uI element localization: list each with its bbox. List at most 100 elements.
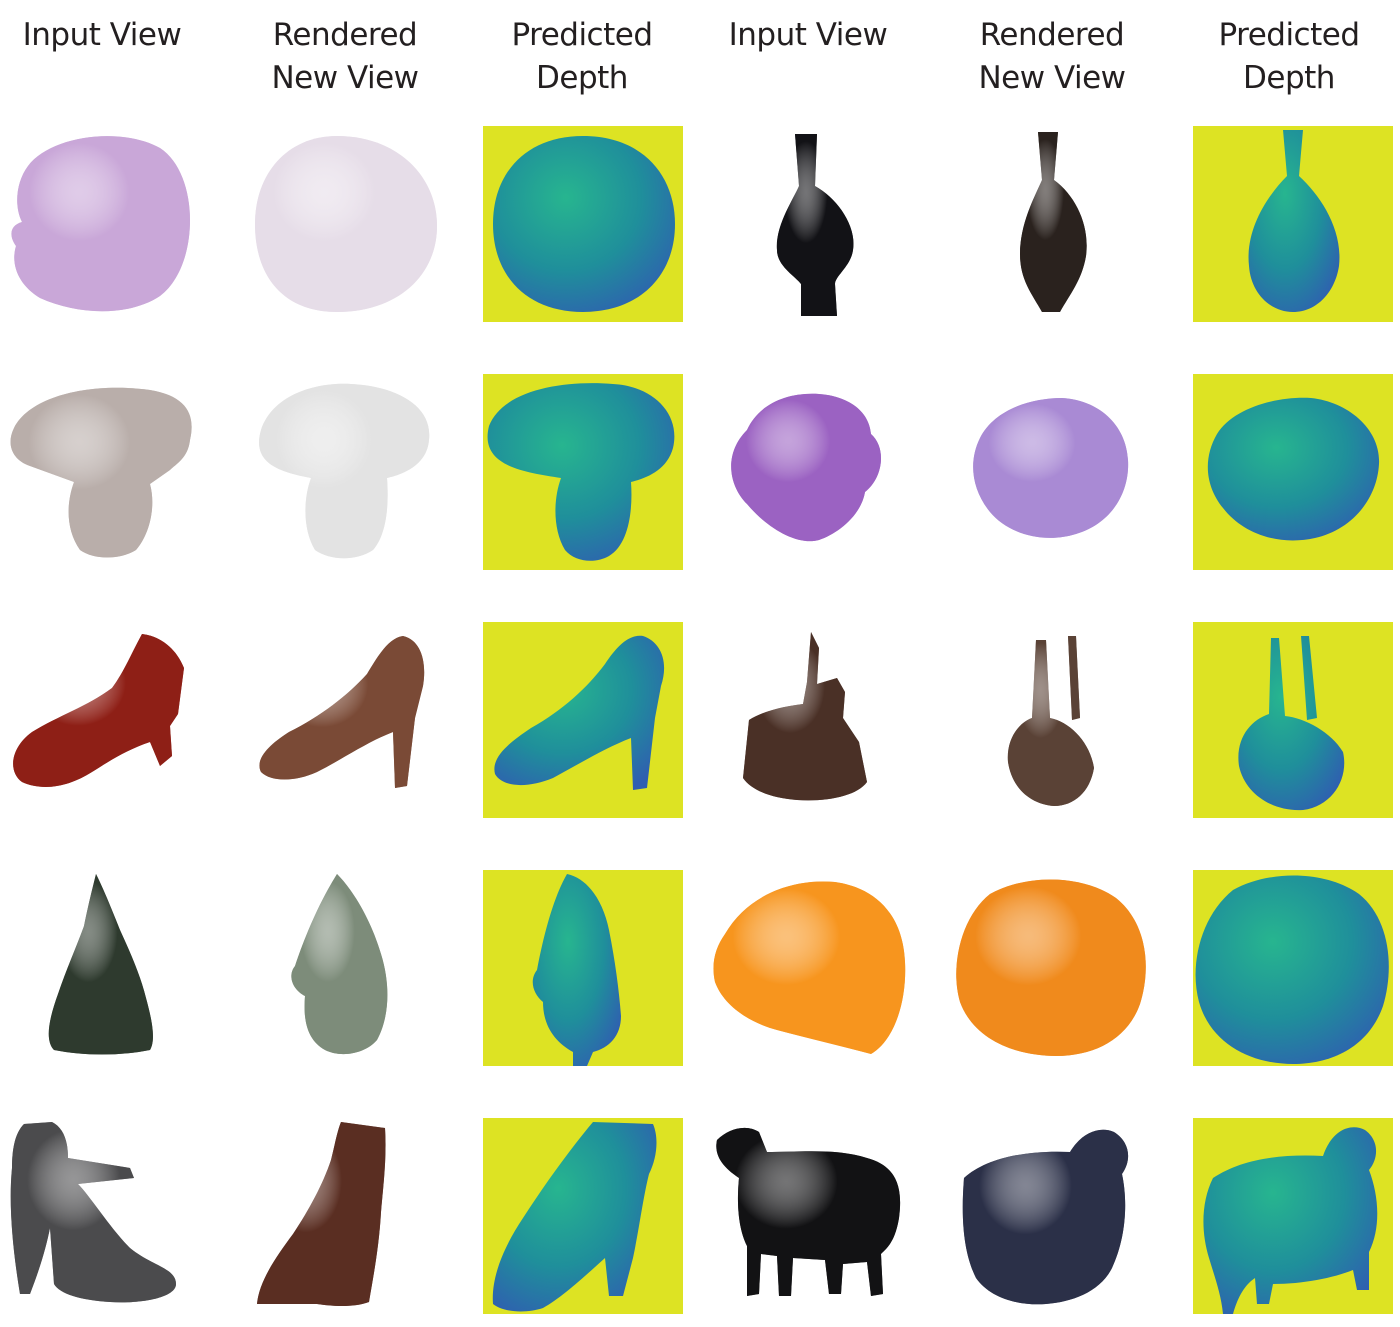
input-view-image <box>707 374 907 570</box>
rendered-new-view-image-svg <box>1020 132 1087 312</box>
column-header: Input View <box>0 14 207 57</box>
predicted-depth-map <box>1193 126 1393 322</box>
predicted-depth-map-svg <box>483 1118 683 1314</box>
input-view-image-svg <box>11 136 190 312</box>
predicted-depth-map <box>483 126 683 322</box>
input-view-image <box>707 622 907 818</box>
input-view-image-svg <box>48 874 153 1055</box>
column-header-line: New View <box>271 60 419 96</box>
crumpled-paper-shading <box>973 398 1129 538</box>
orange-shading <box>713 881 906 1054</box>
mushroom-shading <box>10 387 192 558</box>
column-header: Rendered New View <box>947 14 1157 100</box>
predicted-depth-map <box>483 622 683 818</box>
rendered-new-view-image <box>237 126 437 322</box>
input-view-image-svg <box>731 393 882 542</box>
predicted-depth-map-svg <box>1193 374 1393 570</box>
predicted-depth-map <box>1193 622 1393 818</box>
input-view-image-svg <box>713 881 906 1054</box>
input-view-image <box>0 374 200 570</box>
balloon-sphere-shading <box>11 136 190 312</box>
crumpled-paper-shading <box>731 393 882 542</box>
input-view-image <box>707 1118 907 1314</box>
input-view-image-svg <box>776 134 854 316</box>
input-view-image <box>0 622 200 818</box>
ankle-strap-shoe-shading <box>257 1122 386 1306</box>
rendered-new-view-image-svg <box>956 879 1146 1056</box>
toy-cow-shading <box>962 1129 1129 1305</box>
input-view-image <box>0 1118 200 1314</box>
christmas-tree-depth-silhouette <box>532 874 621 1066</box>
rendered-new-view-image <box>237 374 437 570</box>
rendered-new-view-image <box>950 1118 1150 1314</box>
rendered-new-view-image-svg <box>259 383 430 559</box>
high-heel-shoe-depth-silhouette <box>494 635 665 790</box>
predicted-depth-map-svg <box>483 374 683 570</box>
predicted-depth-map-svg <box>483 870 683 1066</box>
orange-depth-silhouette <box>1195 875 1389 1064</box>
predicted-depth-map <box>1193 870 1393 1066</box>
column-header-line: Predicted <box>1218 17 1360 53</box>
high-heel-shoe-shading <box>13 634 185 787</box>
balloon-sphere-depth-silhouette <box>493 136 675 312</box>
vase-shading <box>1020 132 1087 312</box>
vase-shading <box>776 134 854 316</box>
column-header: Input View <box>703 14 913 57</box>
mushroom-depth-silhouette <box>487 383 675 561</box>
toy-cow-depth-silhouette <box>1203 1127 1378 1314</box>
predicted-depth-map-svg <box>1193 126 1393 322</box>
ankle-strap-shoe-depth-silhouette <box>492 1122 657 1312</box>
input-view-image <box>707 126 907 322</box>
rendered-new-view-image <box>237 870 437 1066</box>
column-header-line: Input View <box>728 17 888 53</box>
christmas-tree-shading <box>291 874 388 1055</box>
column-header: Rendered New View <box>240 14 450 100</box>
predicted-depth-map <box>483 1118 683 1314</box>
input-view-image <box>707 870 907 1066</box>
predicted-depth-map <box>483 870 683 1066</box>
column-header-line: Rendered <box>272 17 418 53</box>
column-header-line: Depth <box>536 60 628 96</box>
predicted-depth-map <box>1193 374 1393 570</box>
rendered-new-view-image <box>237 1118 437 1314</box>
rendered-new-view-image-svg <box>255 136 437 312</box>
ankle-strap-shoe-shading <box>10 1122 177 1303</box>
column-header-line: Rendered <box>979 17 1125 53</box>
rendered-new-view-image <box>950 622 1150 818</box>
input-view-image-svg <box>10 1122 177 1303</box>
rendered-new-view-image-svg <box>259 636 425 788</box>
column-header: Predicted Depth <box>477 14 687 100</box>
vase-depth-silhouette <box>1248 130 1340 312</box>
handbag-shading <box>743 632 867 801</box>
column-header-line: Predicted <box>511 17 653 53</box>
rendered-new-view-image <box>950 374 1150 570</box>
input-view-image-svg <box>716 1127 901 1296</box>
predicted-depth-map <box>483 374 683 570</box>
predicted-depth-map-svg <box>1193 870 1393 1066</box>
input-view-image-svg <box>743 632 867 801</box>
input-view-image <box>0 870 200 1066</box>
rendered-new-view-image <box>950 126 1150 322</box>
rendered-new-view-image-svg <box>962 1129 1129 1305</box>
predicted-depth-map-svg <box>483 622 683 818</box>
toy-cow-shading <box>716 1127 901 1296</box>
rendered-new-view-image-svg <box>291 874 388 1055</box>
rendered-new-view-image-svg <box>1007 636 1094 806</box>
christmas-tree-shading <box>48 874 153 1055</box>
predicted-depth-map-svg <box>1193 1118 1393 1314</box>
rendered-new-view-image <box>237 622 437 818</box>
column-header: Predicted Depth <box>1184 14 1394 100</box>
rendered-new-view-image-svg <box>257 1122 386 1306</box>
input-view-image <box>0 126 200 322</box>
high-heel-shoe-shading <box>259 636 425 788</box>
crumpled-paper-depth-silhouette <box>1207 397 1380 541</box>
input-view-image-svg <box>13 634 185 787</box>
handbag-shading <box>1007 636 1094 806</box>
rendered-new-view-image-svg <box>973 398 1129 538</box>
orange-shading <box>956 879 1146 1056</box>
handbag-depth-silhouette <box>1238 636 1345 811</box>
balloon-sphere-shading <box>255 136 437 312</box>
column-header-line: Depth <box>1243 60 1335 96</box>
rendered-new-view-image <box>950 870 1150 1066</box>
